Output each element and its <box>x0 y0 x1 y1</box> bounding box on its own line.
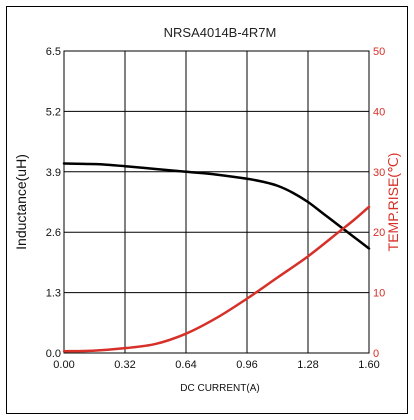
series-lines <box>62 162 371 353</box>
x-tick-labels: 0.00 0.32 0.64 0.96 1.28 1.60 <box>53 359 379 371</box>
y2-tick-label: 10 <box>373 288 385 300</box>
y2-tick-label: 30 <box>373 167 385 179</box>
y-tick-label: 3.9 <box>46 167 61 179</box>
y-tick-label: 0.0 <box>46 348 61 360</box>
x-tick-label: 0.32 <box>114 359 135 371</box>
y-axis-label: Inductance(uH) <box>13 154 29 250</box>
inductance-line <box>62 162 371 250</box>
y2-tick-label: 40 <box>373 106 385 118</box>
chart-title: NRSA4014B-4R7M <box>164 25 277 40</box>
y2-axis-label: TEMP.RISE(℃) <box>385 153 401 252</box>
x-tick-label: 1.60 <box>358 359 379 371</box>
x-tick-label: 0.96 <box>236 359 257 371</box>
grid <box>64 51 369 353</box>
plot-area <box>63 50 370 354</box>
chart-frame: NRSA4014B-4R7M 0.00 0.32 0.64 0.96 1.28 1.60 … <box>6 6 408 414</box>
y-tick-label: 5.2 <box>46 106 61 118</box>
y-tick-label: 6.5 <box>46 46 61 58</box>
y2-tick-label: 20 <box>373 227 385 239</box>
y2-tick-label: 0 <box>373 348 379 360</box>
chart: NRSA4014B-4R7M 0.00 0.32 0.64 0.96 1.28 1.60 … <box>13 25 401 394</box>
y-tick-label: 2.6 <box>46 227 61 239</box>
y2-tick-labels: 0 10 20 30 40 50 <box>373 46 385 360</box>
temp-rise-line <box>62 205 371 353</box>
x-axis-label: DC CURRENT(A) <box>180 383 259 394</box>
y2-tick-label: 50 <box>373 46 385 58</box>
x-tick-label: 0.00 <box>53 359 74 371</box>
x-tick-label: 1.28 <box>297 359 318 371</box>
y-tick-label: 1.3 <box>46 288 61 300</box>
y-tick-labels: 0.0 1.3 2.6 3.9 5.2 6.5 <box>46 46 61 360</box>
x-tick-label: 0.64 <box>175 359 196 371</box>
